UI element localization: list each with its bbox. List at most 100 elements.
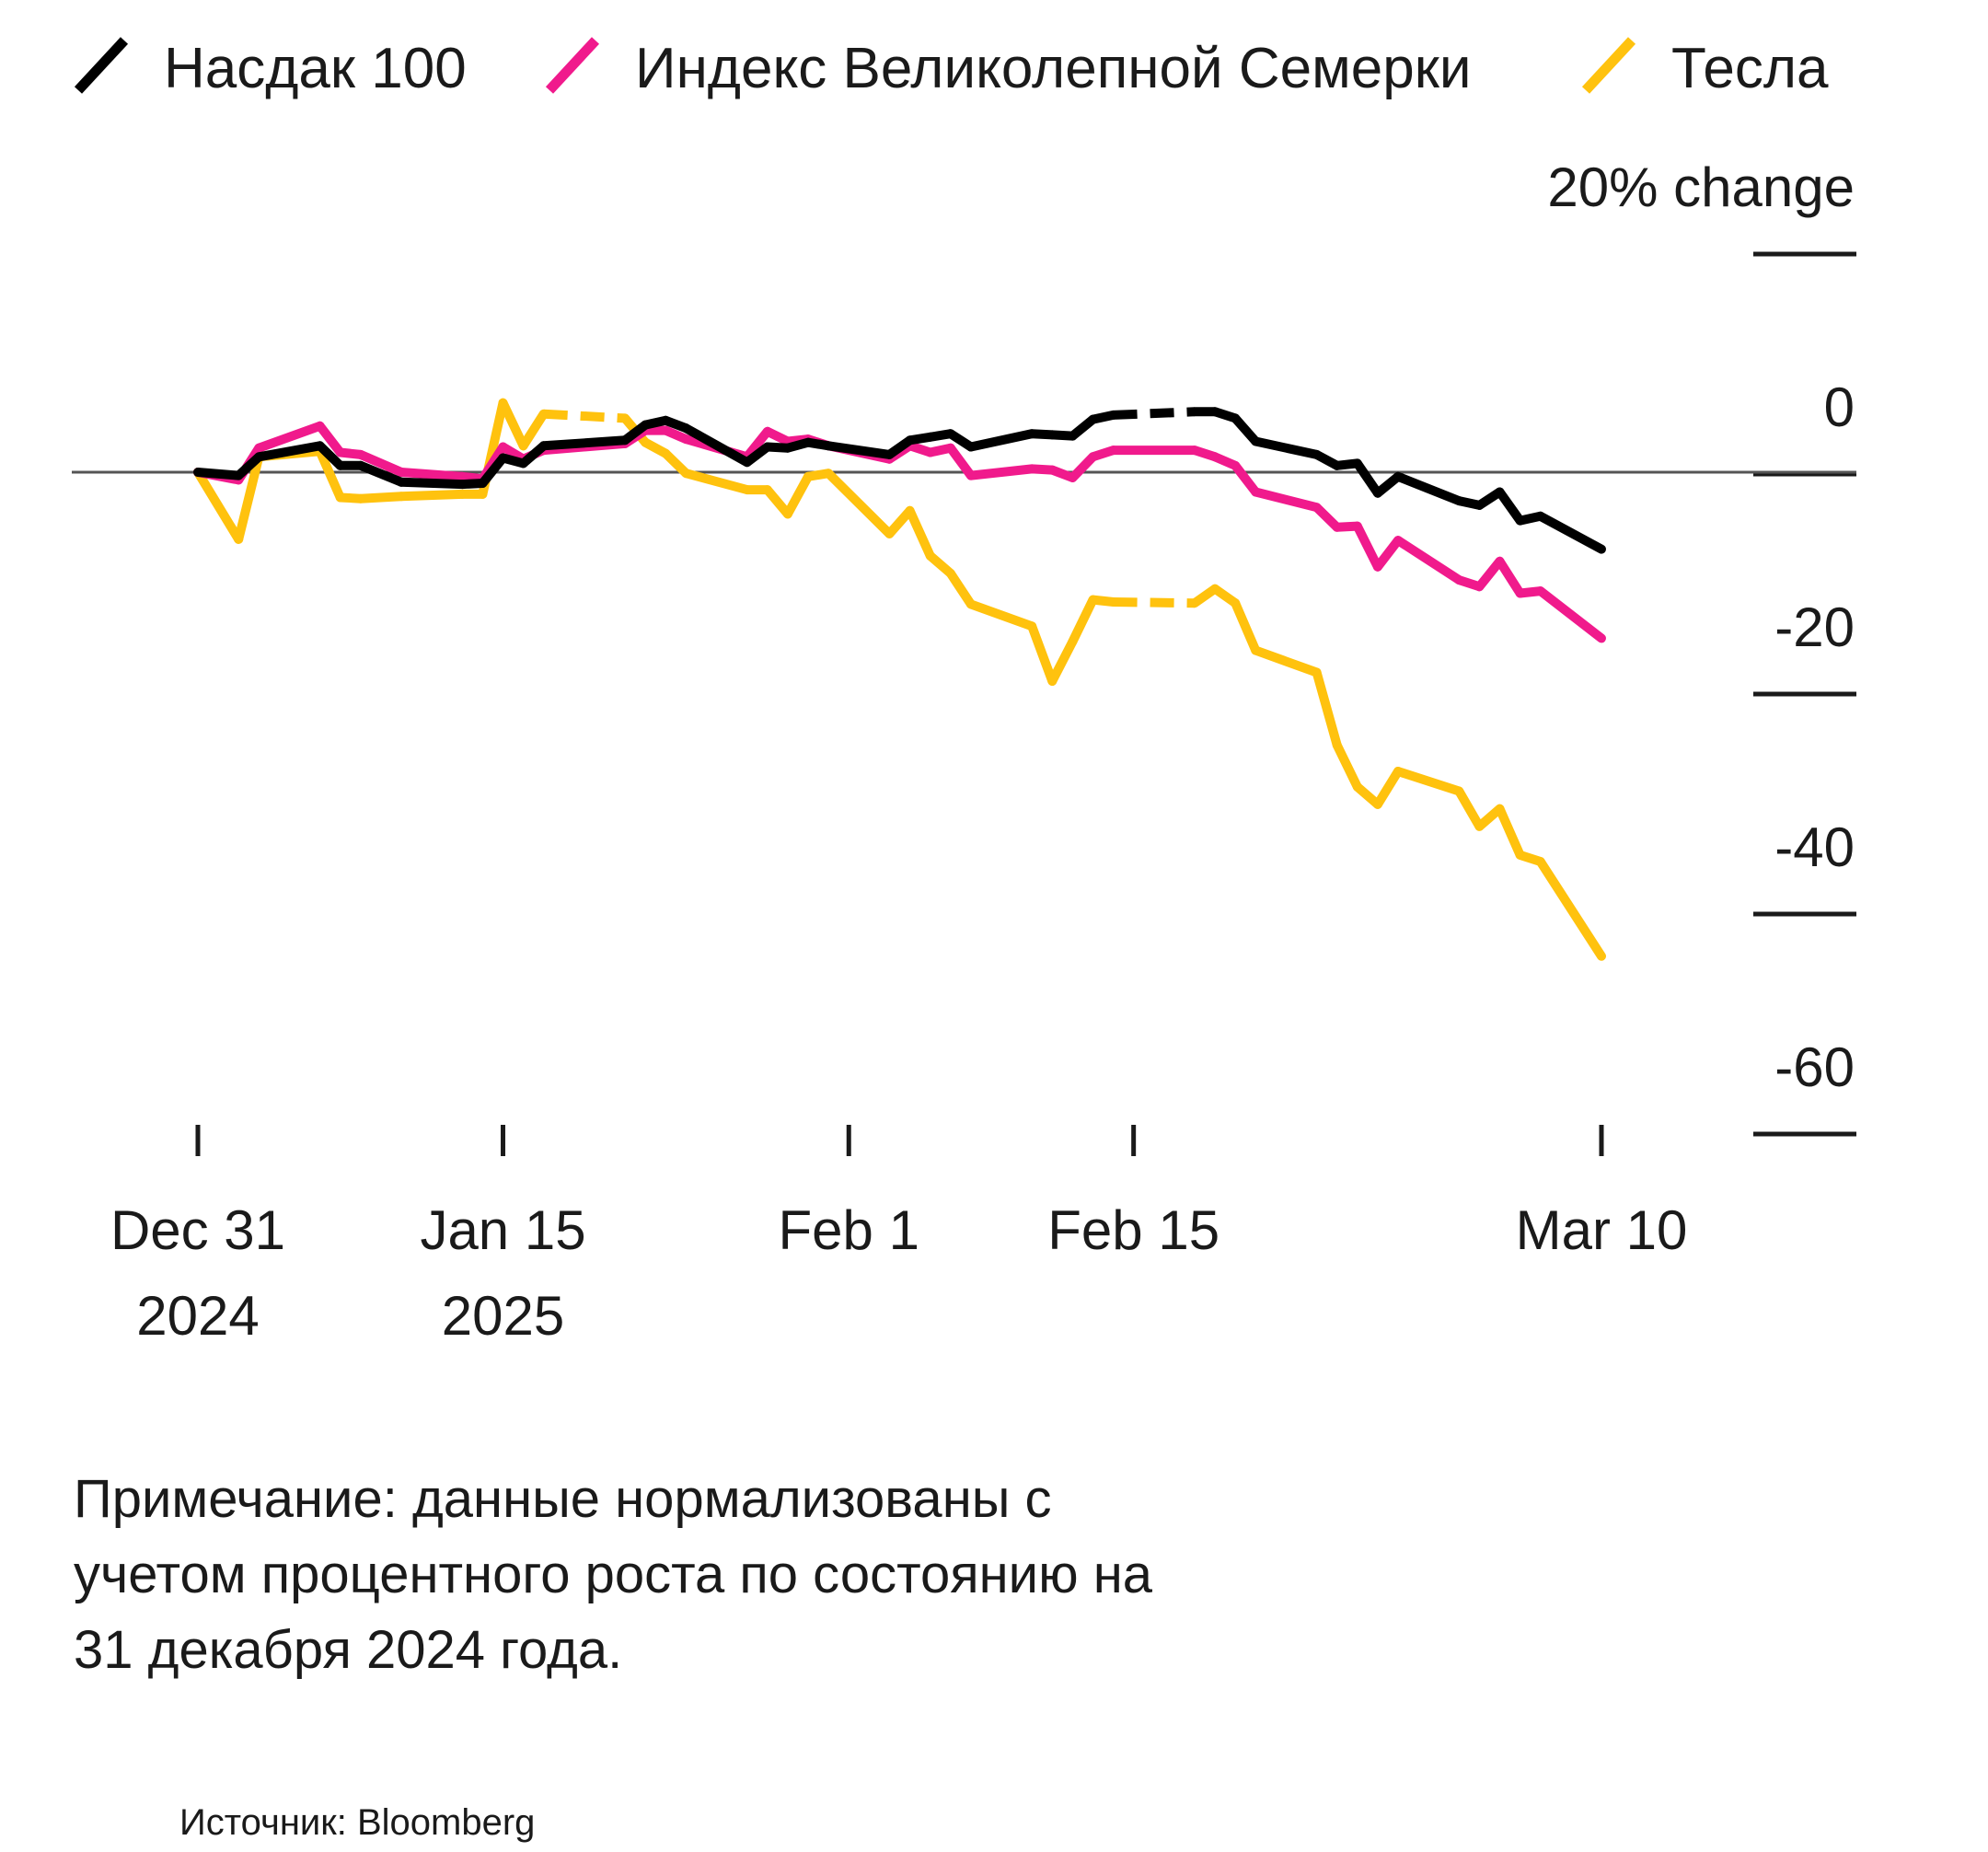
series-1-segment bbox=[1251, 436, 1322, 459]
legend-item-2-label: Индекс Великолепной Семерки bbox=[635, 37, 1471, 100]
series-3-segment bbox=[945, 568, 976, 609]
y-tick-2-label: 0 bbox=[1824, 376, 1855, 438]
series-3-segment bbox=[397, 489, 468, 502]
series-3-segment bbox=[193, 468, 244, 544]
series-2-segment bbox=[355, 449, 406, 477]
series-3-segment bbox=[965, 599, 1037, 631]
series-2-segment bbox=[1312, 503, 1342, 532]
series-3-segment bbox=[1047, 637, 1078, 686]
chart-note: Примечание: данные нормализованы с учето… bbox=[74, 1462, 1399, 1688]
series-3-segment bbox=[518, 409, 549, 451]
series-3-segment bbox=[1068, 595, 1098, 646]
legend-item-1-swatch bbox=[74, 37, 129, 94]
series-3-segment bbox=[1027, 621, 1058, 686]
source-text: Источник: Bloomberg bbox=[179, 1802, 536, 1843]
series-1-segment bbox=[965, 429, 1037, 452]
series-2-segment bbox=[1372, 536, 1403, 572]
series-2-segment bbox=[1068, 452, 1098, 482]
series-3-segment bbox=[661, 448, 691, 479]
series-2-segment bbox=[1393, 536, 1464, 585]
series-2-segment bbox=[945, 443, 976, 480]
series-1-segment bbox=[824, 441, 895, 459]
series-3-segment bbox=[498, 398, 528, 451]
legend-item-1-label: Насдак 100 bbox=[164, 37, 467, 100]
legend-item-3: Тесла bbox=[1581, 37, 1829, 100]
y-tick-5-label: -60 bbox=[1774, 1036, 1855, 1098]
series-3-segment bbox=[1332, 740, 1362, 792]
note-line-1: Примечание: данные нормализованы с bbox=[74, 1469, 1052, 1529]
series-1-segment bbox=[1495, 487, 1525, 526]
series-1-segment bbox=[397, 477, 468, 490]
series-2-segment bbox=[1474, 556, 1505, 592]
series-3-segment bbox=[543, 409, 626, 423]
series-1-segment bbox=[234, 452, 264, 480]
series-2-segment bbox=[965, 464, 1037, 480]
series-3-segment bbox=[1088, 595, 1118, 607]
y-tick-3-label: -20 bbox=[1774, 596, 1855, 658]
series-1-segment bbox=[1393, 471, 1464, 506]
series-3-segment bbox=[1454, 786, 1485, 831]
x-axis: Dec 31 2024 Jan 15 2025 Feb 1 Feb 15 Mar 10 bbox=[110, 1125, 1687, 1347]
series-3-segment bbox=[681, 469, 752, 495]
x-tick-4-label: Feb 15 bbox=[1047, 1199, 1219, 1261]
series-2-segment bbox=[315, 421, 345, 457]
series-1-segment bbox=[1535, 511, 1606, 554]
series-3-segment bbox=[1312, 667, 1342, 750]
series-3-segment bbox=[355, 492, 406, 504]
series-3-segment bbox=[1251, 645, 1322, 677]
series-2-segment bbox=[742, 426, 772, 462]
series-group bbox=[193, 398, 1606, 961]
legend-item-3-label: Тесла bbox=[1671, 37, 1829, 100]
series-1-segment bbox=[1352, 458, 1382, 498]
y-tick-4-label: -40 bbox=[1774, 816, 1855, 878]
legend-item-1: Насдак 100 bbox=[74, 37, 467, 100]
series-3-segment bbox=[782, 471, 813, 519]
series-1-segment bbox=[315, 441, 345, 470]
series-2-segment bbox=[254, 421, 325, 453]
series-2-line bbox=[193, 421, 1606, 643]
series-3-segment bbox=[1393, 767, 1464, 796]
x-tick-2-label: Jan 15 bbox=[420, 1199, 585, 1261]
series-2-segment bbox=[397, 468, 468, 481]
legend-item-2-swatch bbox=[545, 37, 600, 94]
series-3-segment bbox=[315, 446, 345, 503]
series-3-segment bbox=[905, 505, 935, 561]
series-1-line bbox=[193, 407, 1606, 554]
series-1-segment bbox=[1088, 410, 1118, 424]
series-2-segment bbox=[1535, 586, 1606, 643]
series-1-segment bbox=[1231, 413, 1261, 446]
series-3-segment bbox=[1372, 767, 1403, 809]
series-3-line bbox=[193, 398, 1606, 961]
series-1-segment bbox=[478, 453, 508, 488]
series-2-segment bbox=[1352, 521, 1382, 572]
series-1-segment bbox=[355, 460, 406, 487]
series-2-segment bbox=[1251, 487, 1322, 513]
x-tick-2-year: 2025 bbox=[442, 1285, 564, 1347]
series-1-segment bbox=[193, 468, 244, 480]
x-tick-1-label: Dec 31 bbox=[110, 1199, 285, 1261]
series-3-segment bbox=[1113, 597, 1196, 608]
series-2-segment bbox=[1231, 460, 1261, 497]
legend: Насдак 100 Индекс Великолепной Семерки Тес… bbox=[74, 37, 1829, 100]
series-1-segment bbox=[681, 423, 752, 468]
x-tick-3-label: Feb 1 bbox=[779, 1199, 919, 1261]
y-tick-1-label: 20% change bbox=[1547, 156, 1855, 218]
series-1-segment bbox=[538, 435, 630, 451]
series-3-segment bbox=[1535, 857, 1606, 961]
note-line-2: учетом процентного роста по состоянию на bbox=[74, 1545, 1152, 1604]
series-3-segment bbox=[234, 452, 264, 544]
legend-item-3-swatch bbox=[1581, 37, 1636, 94]
x-tick-1-year: 2024 bbox=[136, 1285, 259, 1347]
y-axis: 20% change 0 -20 -40 -60 bbox=[1547, 156, 1856, 1137]
series-3-segment bbox=[762, 485, 792, 519]
series-3-segment bbox=[884, 505, 915, 538]
series-3-segment bbox=[1231, 598, 1261, 655]
series-1-segment bbox=[254, 441, 325, 462]
series-3-segment bbox=[1495, 804, 1525, 860]
series-1-segment bbox=[1113, 407, 1196, 420]
x-tick-5-label: Mar 10 bbox=[1516, 1199, 1688, 1261]
legend-item-2: Индекс Великолепной Семерки bbox=[545, 37, 1471, 100]
series-2-segment bbox=[1495, 556, 1525, 598]
series-3-segment bbox=[824, 469, 895, 538]
